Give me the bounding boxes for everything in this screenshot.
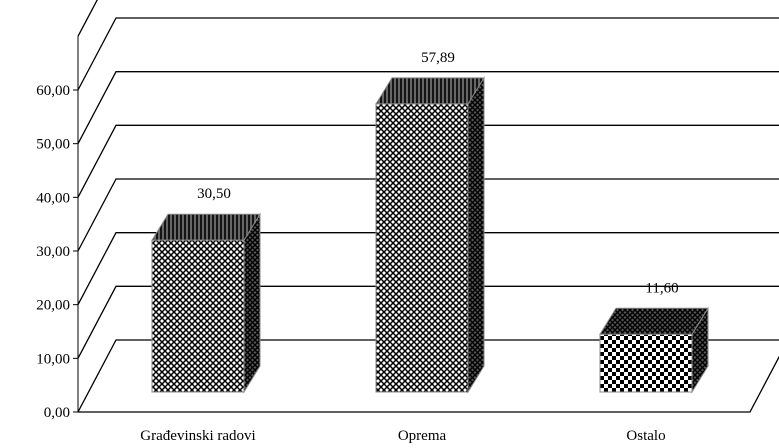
gridline [77, 124, 779, 198]
gridline [77, 285, 779, 359]
bar-side [243, 212, 261, 394]
gridline [77, 232, 779, 305]
gridlines [77, 0, 779, 413]
data-label: 30,50 [197, 186, 231, 202]
data-label: 57,89 [421, 50, 455, 66]
y-tick-label: 20,00 [36, 298, 70, 314]
gridline [77, 178, 779, 252]
x-tick-label: Oprema [398, 428, 447, 444]
bar [375, 103, 469, 393]
axes [73, 36, 779, 413]
bar-top [599, 307, 709, 335]
bar [151, 239, 245, 393]
bar-top [151, 213, 261, 241]
x-tick-label: Građevinski radovi [140, 428, 255, 444]
gridline [77, 339, 779, 413]
y-tick-label: 40,00 [36, 190, 70, 206]
y-tick-label: 50,00 [36, 137, 70, 153]
y-tick-label: 30,00 [36, 244, 70, 260]
labels: 0,00 10,00 20,00 30,00 40,00 50,00 60,00 30,50 G… [36, 50, 678, 444]
bar-top [375, 77, 485, 105]
bar-side [467, 76, 485, 394]
data-label: 11,60 [645, 280, 678, 296]
bars [151, 76, 709, 394]
gridline [77, 71, 779, 144]
x-tick-label: Ostalo [626, 428, 665, 444]
y-tick-label: 60,00 [36, 83, 70, 99]
x-axis-floor [78, 355, 779, 413]
bar [599, 333, 693, 393]
gridline [77, 0, 98, 37]
y-tick-label: 0,00 [44, 405, 70, 421]
gridline [77, 17, 779, 91]
y-tick-label: 10,00 [36, 351, 70, 367]
